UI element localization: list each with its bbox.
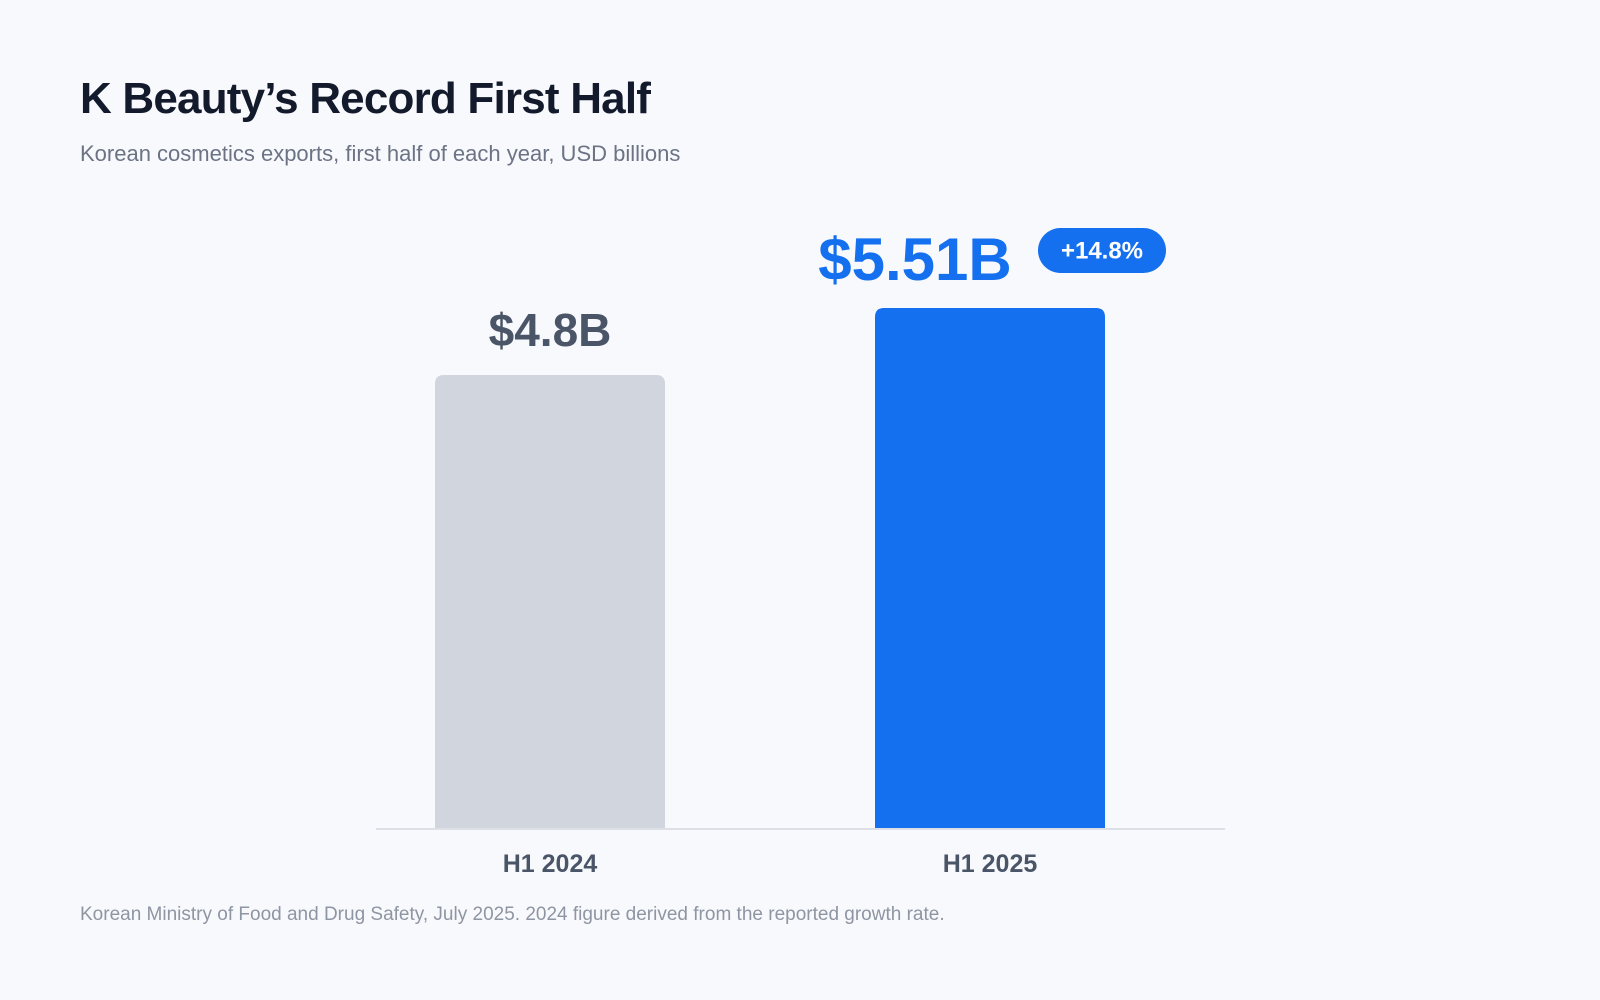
bar-h1-2024 [435, 375, 665, 828]
growth-badge-background [1038, 228, 1166, 273]
bars-layer: H1 2024 $4.8B H1 2025 $5.51B +14.8% [435, 226, 1166, 878]
source-note: Korean Ministry of Food and Drug Safety,… [80, 904, 945, 925]
chart-title: K Beauty’s Record First Half [80, 74, 651, 123]
x-tick-label: H1 2024 [503, 850, 598, 878]
bar-h1-2025 [875, 308, 1105, 828]
growth-badge-text: +14.8% [1061, 238, 1143, 265]
data-label: $5.51B [818, 226, 1011, 293]
growth-badge: +14.8% [1038, 228, 1166, 273]
chart-subtitle: Korean cosmetics exports, first half of … [80, 141, 681, 166]
data-label: $4.8B [489, 304, 612, 356]
x-tick-label: H1 2025 [943, 850, 1038, 878]
